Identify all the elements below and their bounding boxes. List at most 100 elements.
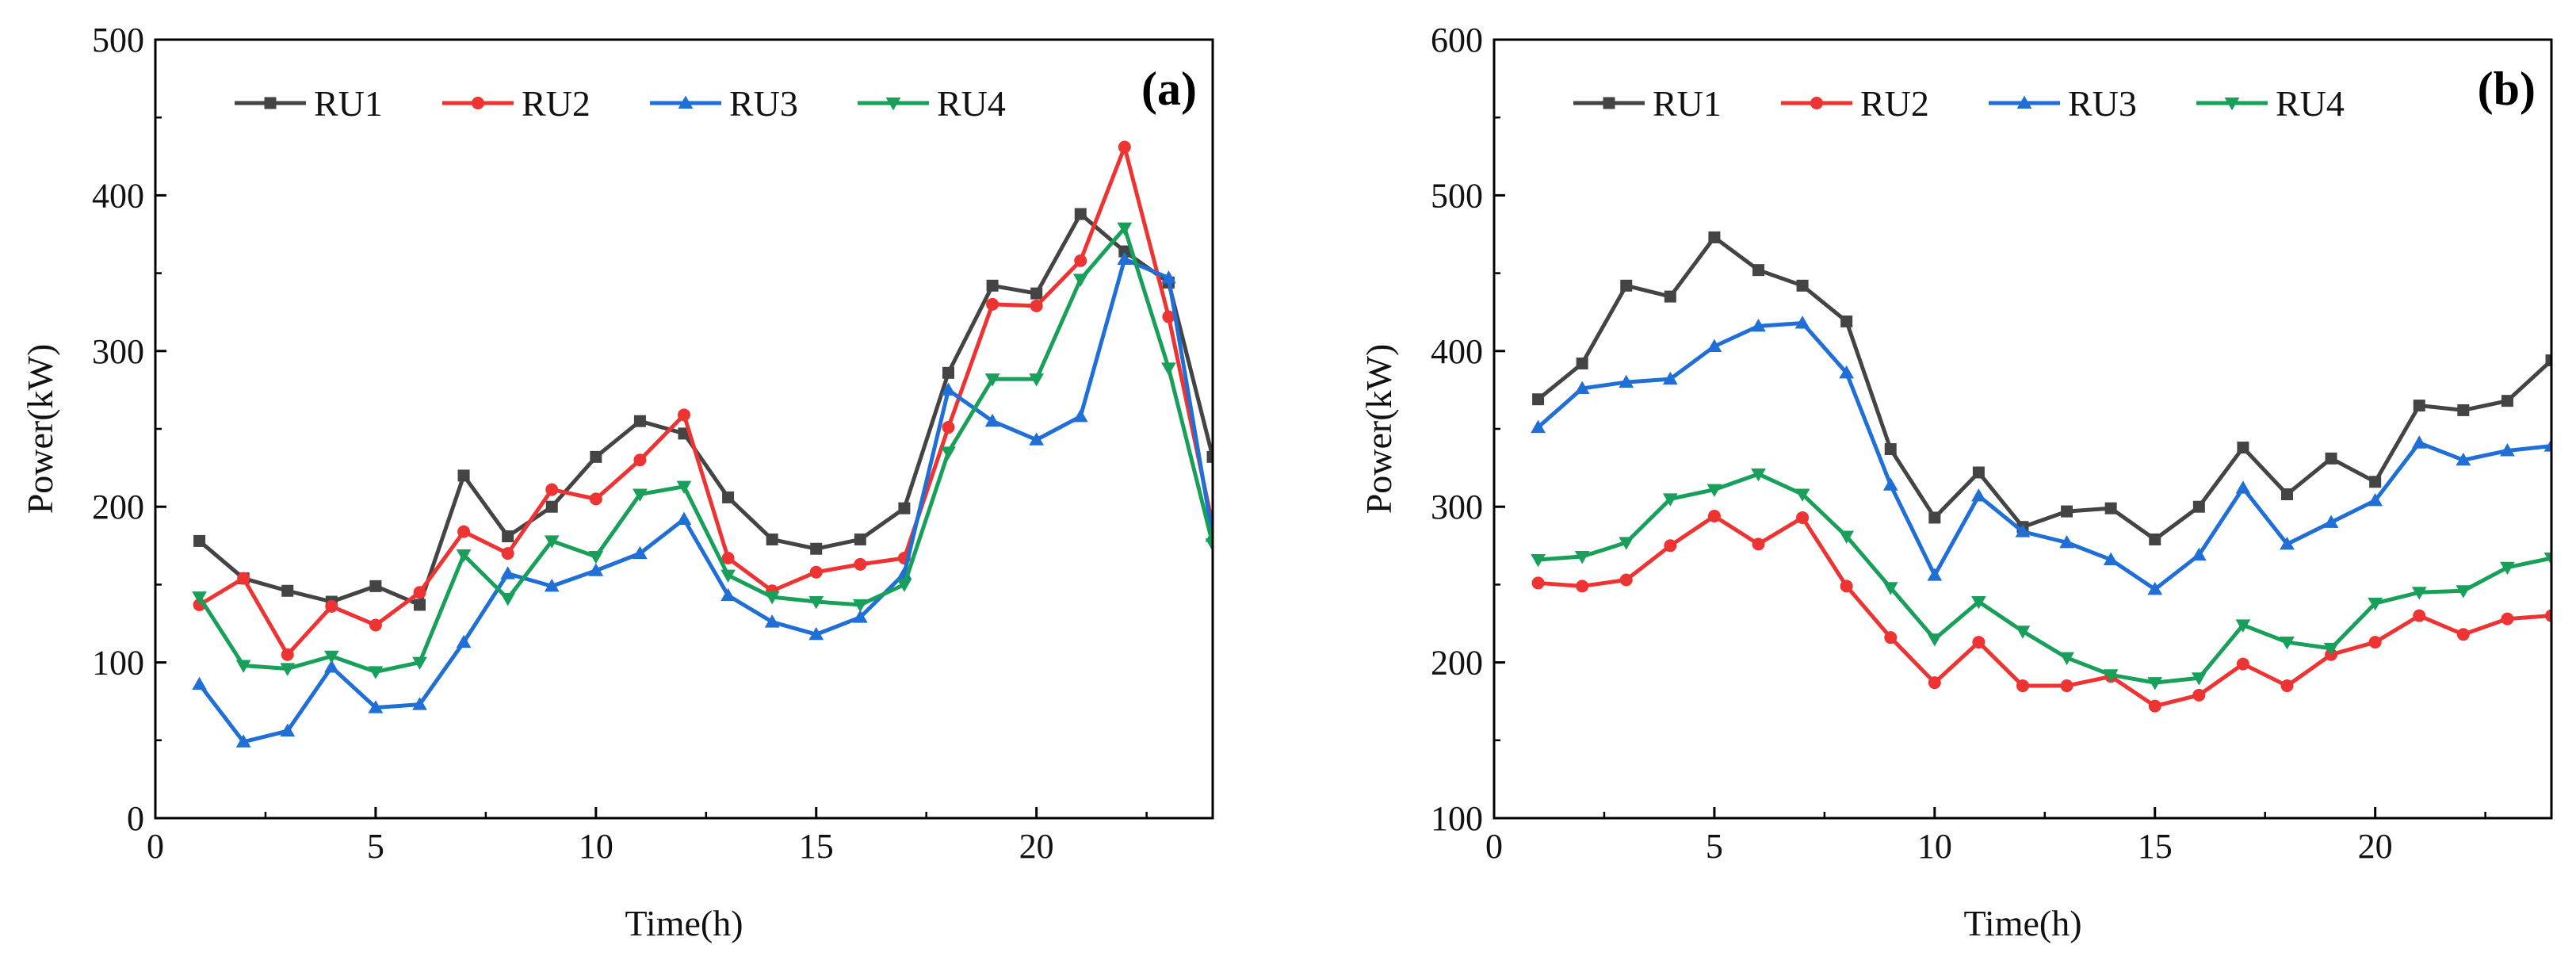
legend-label: RU4: [2276, 83, 2345, 124]
series-ru3: [192, 251, 1213, 748]
point-ru1-22: [1118, 245, 1131, 258]
point-ru3-10: [1927, 568, 1943, 581]
point-ru3-9: [1882, 477, 1898, 491]
point-ru3-20: [2368, 492, 2383, 507]
x-tick-label: 20: [1019, 827, 1054, 866]
point-ru3-16: [852, 610, 868, 623]
point-ru2-23: [1162, 310, 1175, 323]
panel-label: (b): [2478, 63, 2536, 115]
point-ru4-20: [2368, 597, 2383, 611]
legend-item-ru3: RU3: [650, 83, 798, 124]
point-ru1-21: [1074, 208, 1087, 220]
point-ru4-7: [456, 549, 472, 563]
y-tick-label: 100: [1431, 799, 1483, 838]
point-ru2-10: [1928, 676, 1941, 690]
point-ru4-11: [1971, 595, 1986, 610]
point-ru4-21: [1072, 274, 1088, 287]
point-ru2-6: [1752, 537, 1765, 551]
point-ru2-23: [2501, 612, 2514, 625]
point-ru2-11: [1972, 636, 1986, 649]
series-ru1: [1532, 231, 2551, 545]
point-ru3-13: [720, 587, 736, 602]
point-ru3-8: [500, 566, 516, 580]
y-axis-title: Power(kW): [1359, 344, 1399, 515]
point-ru3-3: [280, 723, 296, 737]
point-ru2-18: [942, 421, 955, 434]
x-tick-label: 5: [1706, 827, 1723, 866]
point-ru3-12: [676, 511, 692, 525]
point-ru4-10: [588, 551, 604, 564]
point-ru3-13: [2059, 534, 2074, 549]
point-ru2-3: [281, 648, 294, 661]
point-ru1-18: [2281, 488, 2293, 500]
legend-item-ru1: RU1: [235, 83, 383, 124]
point-ru1-13: [2061, 505, 2073, 518]
point-ru2-7: [457, 525, 471, 538]
point-ru1-13: [722, 491, 735, 503]
point-ru3-7: [456, 634, 472, 648]
x-axis-title: Time(h): [625, 903, 743, 943]
point-ru3-14: [764, 614, 780, 628]
series-group: [1531, 231, 2551, 713]
point-ru4-24: [2544, 552, 2551, 566]
point-ru1-8: [1840, 315, 1853, 327]
point-ru3-15: [808, 626, 824, 641]
point-ru3-11: [633, 545, 648, 560]
point-ru4-1: [192, 591, 207, 605]
point-ru4-4: [1662, 493, 1678, 507]
series-ru4: [1531, 468, 2551, 690]
legend-marker: [1603, 97, 1615, 109]
x-tick-label: 0: [1485, 827, 1503, 866]
point-ru4-16: [852, 599, 868, 613]
point-ru3-23: [2500, 443, 2515, 457]
point-ru3-23: [1161, 270, 1176, 284]
point-ru3-10: [588, 563, 604, 576]
point-ru1-1: [1532, 393, 1545, 406]
point-ru1-11: [1972, 466, 1985, 479]
point-ru2-3: [1619, 573, 1633, 587]
point-ru1-4: [1664, 290, 1676, 303]
point-ru4-14: [2103, 669, 2119, 683]
point-ru2-16: [854, 557, 867, 571]
point-ru2-22: [1118, 140, 1131, 154]
point-ru4-13: [2059, 652, 2074, 666]
line-ru1: [197, 212, 1213, 607]
point-ru1-22: [2457, 404, 2470, 416]
point-ru1-20: [1030, 287, 1043, 300]
point-ru3-18: [2280, 536, 2295, 550]
series-ru4: [192, 222, 1213, 679]
point-ru1-24: [2545, 354, 2551, 367]
line-ru3: [1536, 320, 2551, 591]
point-ru3-11: [1971, 488, 1986, 502]
point-ru3-3: [1619, 374, 1634, 388]
point-ru2-4: [1664, 539, 1677, 553]
point-ru4-4: [323, 650, 339, 664]
point-ru1-10: [1928, 511, 1941, 524]
legend-label: RU4: [937, 83, 1006, 124]
x-tick-label: 10: [1917, 827, 1952, 866]
point-ru3-1: [1531, 419, 1546, 434]
point-ru4-20: [1029, 373, 1045, 387]
legend-item-ru2: RU2: [442, 83, 590, 124]
point-ru2-21: [1074, 254, 1087, 267]
point-ru2-15: [809, 565, 823, 579]
point-ru3-22: [1117, 251, 1133, 265]
y-tick-label: 400: [1431, 332, 1483, 371]
point-ru1-5: [369, 580, 382, 592]
point-ru3-16: [2191, 547, 2207, 561]
point-ru2-10: [589, 492, 602, 506]
point-ru1-8: [502, 530, 514, 543]
point-ru4-24: [1205, 538, 1213, 552]
y-tick-label: 600: [1431, 21, 1483, 59]
x-tick-label: 5: [367, 827, 384, 866]
y-tick-label: 500: [92, 21, 144, 59]
point-ru3-22: [2456, 452, 2471, 466]
point-ru4-2: [1574, 551, 1590, 564]
point-ru2-13: [2060, 679, 2073, 693]
point-ru1-9: [1884, 443, 1897, 456]
point-ru2-9: [1884, 631, 1898, 645]
point-ru2-13: [721, 552, 735, 565]
legend-item-ru4: RU4: [858, 83, 1006, 124]
point-ru1-16: [2192, 500, 2205, 513]
